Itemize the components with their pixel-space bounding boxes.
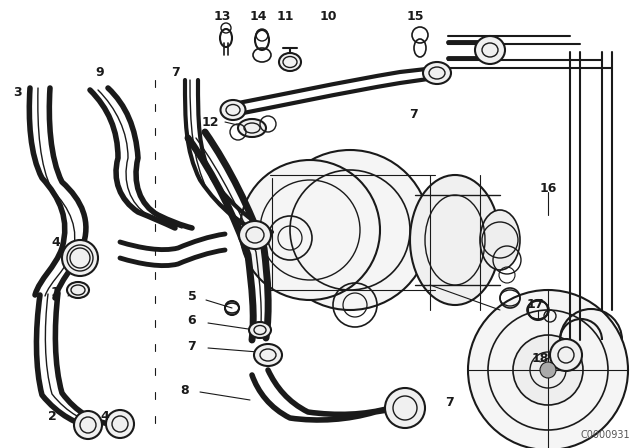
Ellipse shape <box>254 344 282 366</box>
Ellipse shape <box>475 36 505 64</box>
Circle shape <box>513 335 583 405</box>
Text: 6: 6 <box>188 314 196 327</box>
Text: 4: 4 <box>100 409 109 422</box>
Text: 7: 7 <box>188 340 196 353</box>
Text: 12: 12 <box>201 116 219 129</box>
Text: 16: 16 <box>540 181 557 194</box>
Ellipse shape <box>67 282 89 298</box>
Circle shape <box>74 411 102 439</box>
Ellipse shape <box>238 119 266 137</box>
Text: C0000931: C0000931 <box>580 430 630 440</box>
Text: 8: 8 <box>180 383 189 396</box>
Circle shape <box>270 150 430 310</box>
Ellipse shape <box>410 175 500 305</box>
Circle shape <box>540 362 556 378</box>
Circle shape <box>550 339 582 371</box>
Text: 7: 7 <box>445 396 454 409</box>
Text: 3: 3 <box>13 86 22 99</box>
Ellipse shape <box>279 53 301 71</box>
Text: 7: 7 <box>171 65 179 78</box>
Text: 17: 17 <box>526 298 544 311</box>
Ellipse shape <box>480 210 520 270</box>
Ellipse shape <box>221 100 246 120</box>
Text: 2: 2 <box>47 409 56 422</box>
Text: 4: 4 <box>52 236 60 249</box>
Text: 14: 14 <box>249 9 267 22</box>
Text: 10: 10 <box>319 9 337 22</box>
Circle shape <box>240 160 380 300</box>
Circle shape <box>62 240 98 276</box>
Circle shape <box>385 388 425 428</box>
Text: 7: 7 <box>410 108 419 121</box>
Circle shape <box>106 410 134 438</box>
Text: 9: 9 <box>96 65 104 78</box>
Text: 11: 11 <box>276 9 294 22</box>
Text: 18: 18 <box>531 352 548 365</box>
Ellipse shape <box>423 62 451 84</box>
Text: 15: 15 <box>406 9 424 22</box>
Circle shape <box>468 290 628 448</box>
Ellipse shape <box>239 221 271 249</box>
Text: 5: 5 <box>188 289 196 302</box>
Text: 1: 1 <box>51 285 60 298</box>
Text: 13: 13 <box>213 9 230 22</box>
Ellipse shape <box>249 322 271 338</box>
